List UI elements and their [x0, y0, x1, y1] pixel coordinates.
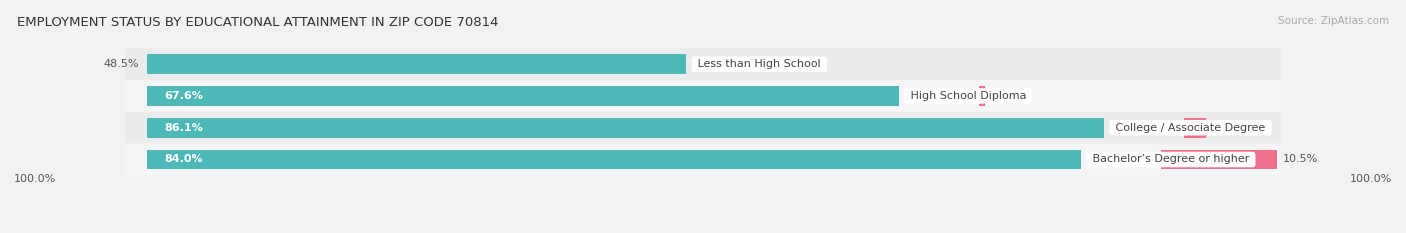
FancyBboxPatch shape	[125, 144, 1281, 175]
Bar	[1161, 150, 1278, 169]
FancyBboxPatch shape	[125, 112, 1281, 144]
Text: 0.6%: 0.6%	[991, 91, 1019, 101]
Bar	[979, 86, 986, 106]
Text: Source: ZipAtlas.com: Source: ZipAtlas.com	[1278, 16, 1389, 26]
Bar	[148, 54, 686, 74]
Bar	[1184, 118, 1206, 137]
Text: 2.0%: 2.0%	[1212, 123, 1240, 133]
Text: 100.0%: 100.0%	[1350, 174, 1392, 184]
Bar	[148, 150, 1081, 169]
FancyBboxPatch shape	[125, 80, 1281, 112]
FancyBboxPatch shape	[125, 48, 1281, 80]
Text: High School Diploma: High School Diploma	[907, 91, 1029, 101]
Text: College / Associate Degree: College / Associate Degree	[1112, 123, 1268, 133]
Text: EMPLOYMENT STATUS BY EDUCATIONAL ATTAINMENT IN ZIP CODE 70814: EMPLOYMENT STATUS BY EDUCATIONAL ATTAINM…	[17, 16, 498, 29]
Text: Bachelor’s Degree or higher: Bachelor’s Degree or higher	[1088, 154, 1253, 164]
Text: 67.6%: 67.6%	[165, 91, 202, 101]
Text: 48.5%: 48.5%	[103, 59, 139, 69]
Bar	[148, 86, 898, 106]
Bar	[148, 118, 1104, 137]
Text: 100.0%: 100.0%	[14, 174, 56, 184]
Text: 84.0%: 84.0%	[165, 154, 202, 164]
Text: 10.5%: 10.5%	[1284, 154, 1319, 164]
Text: 0.0%: 0.0%	[772, 59, 800, 69]
Text: 86.1%: 86.1%	[165, 123, 202, 133]
Text: Less than High School: Less than High School	[695, 59, 824, 69]
